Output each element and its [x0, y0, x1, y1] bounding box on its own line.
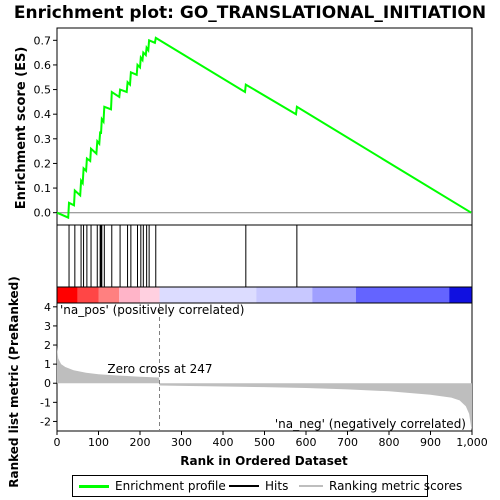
es-y-axis: 0.0 0.1 0.2 0.3 0.4 0.5 0.6 0.7 [34, 34, 57, 220]
legend-swatch-es [79, 484, 109, 488]
x-tick-label: 200 [130, 436, 151, 449]
heat-bar-segment [449, 287, 472, 303]
metric-panel: -2 -1 0 1 2 3 4 0 100 200 300 400 500 600 700 800 900 1,… [7, 276, 488, 488]
legend-item-es: Enrichment profile [79, 479, 226, 493]
x-tick-label: 800 [379, 436, 400, 449]
metric-y-tick-label: 2 [44, 339, 51, 352]
es-y-tick-label: 0.3 [34, 133, 52, 146]
legend-label-metric: Ranking metric scores [329, 479, 463, 493]
metric-y-tick-label: 1 [44, 358, 51, 371]
metric-y-tick-label: 3 [44, 320, 51, 333]
es-y-tick-label: 0.1 [34, 182, 52, 195]
hit-marks [68, 225, 298, 287]
metric-area [57, 346, 472, 430]
hits-panel-frame [56, 224, 473, 288]
x-tick-label: 700 [337, 436, 358, 449]
heat-bar-segment [57, 287, 78, 303]
legend-item-metric: Ranking metric scores [299, 479, 462, 493]
legend-swatch-metric [299, 485, 323, 487]
legend: Enrichment profile Hits Ranking metric s… [72, 475, 462, 497]
x-tick-label: 1,000 [456, 436, 488, 449]
x-tick-label: 500 [254, 436, 275, 449]
heat-bar-segment [98, 287, 120, 303]
x-tick-label: 900 [420, 436, 441, 449]
legend-label-hits: Hits [265, 479, 289, 493]
es-y-tick-label: 0.5 [34, 84, 52, 97]
es-panel-frame [56, 27, 473, 226]
x-axis-label: Rank in Ordered Dataset [180, 454, 348, 468]
metric-y-tick-label: -2 [40, 415, 51, 428]
legend-item-hits: Hits [229, 479, 288, 493]
heat-bar-segment [312, 287, 356, 303]
metric-y-tick-label: 4 [44, 301, 51, 314]
heat-bar-segment [355, 287, 450, 303]
ranking-heat-bar [57, 287, 472, 303]
es-curve [56, 36, 472, 220]
es-y-tick-label: 0.2 [34, 157, 52, 170]
metric-y-tick-label: 0 [44, 377, 51, 390]
neg-label: 'na_neg' (negatively correlated) [275, 417, 466, 431]
heat-bar-segment [119, 287, 140, 303]
x-tick-label: 600 [296, 436, 317, 449]
zero-cross-label: Zero cross at 247 [107, 362, 212, 376]
x-tick-label: 100 [88, 436, 109, 449]
es-y-label: Enrichment score (ES) [14, 47, 29, 210]
legend-label-es: Enrichment profile [115, 479, 226, 493]
heat-bar-segment [77, 287, 99, 303]
heat-bar-segment [140, 287, 160, 303]
es-y-tick-label: 0.7 [34, 34, 52, 47]
metric-panel-frame [56, 302, 473, 432]
chart-title: Enrichment plot: GO_TRANSLATIONAL_INITIA… [14, 3, 486, 23]
es-panel: 0.0 0.1 0.2 0.3 0.4 0.5 0.6 0.7 Enrichment scor… [14, 27, 473, 226]
metric-y-label: Ranked list metric (PreRanked) [7, 276, 21, 488]
legend-swatch-hits [229, 485, 259, 487]
metric-y-axis: -2 -1 0 1 2 3 4 [40, 301, 57, 428]
pos-label: 'na_pos' (positively correlated) [60, 303, 244, 317]
heat-bar-segment [256, 287, 313, 303]
x-tick-label: 0 [54, 436, 61, 449]
es-y-tick-label: 0.6 [34, 59, 52, 72]
metric-y-tick-label: -1 [40, 396, 51, 409]
x-tick-label: 300 [171, 436, 192, 449]
hits-panel [56, 224, 473, 288]
es-y-tick-label: 0.0 [34, 207, 52, 220]
x-tick-label: 400 [213, 436, 234, 449]
heat-bar-segment [159, 287, 257, 303]
metric-x-axis: 0 100 200 300 400 500 600 700 800 900 1,000 [54, 431, 488, 449]
es-y-tick-label: 0.4 [34, 108, 52, 121]
